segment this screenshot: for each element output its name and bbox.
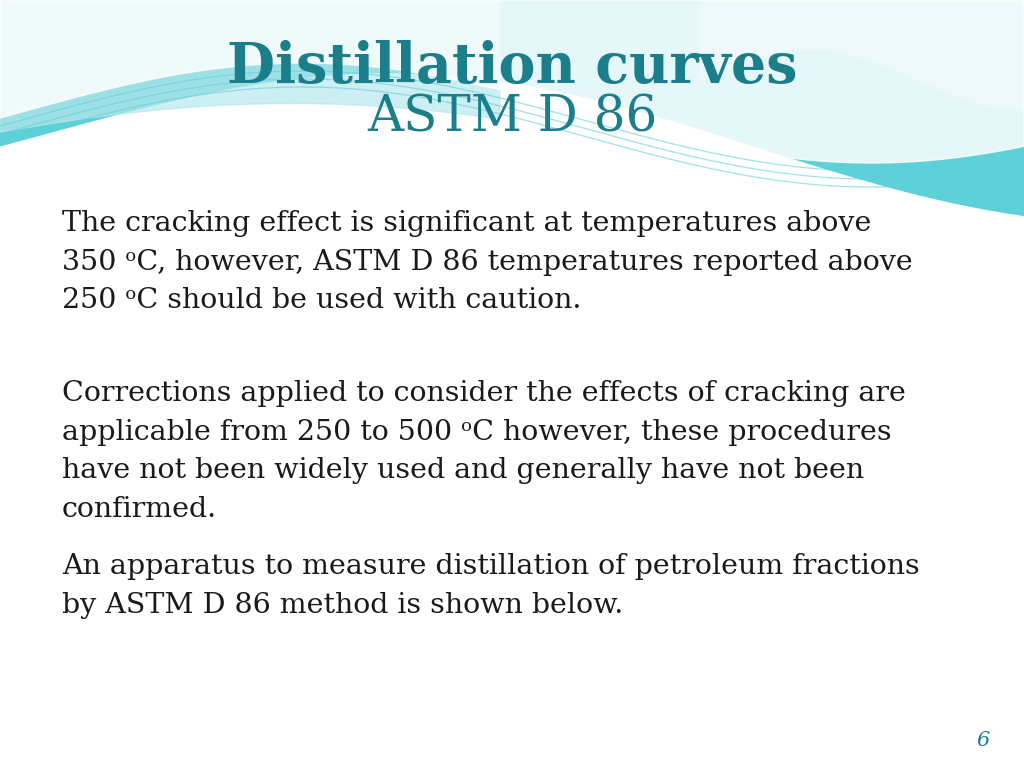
Text: Distillation curves: Distillation curves [226,41,798,95]
Text: Corrections applied to consider the effects of cracking are
applicable from 250 : Corrections applied to consider the effe… [62,380,906,523]
Text: 6: 6 [977,731,990,750]
Text: An apparatus to measure distillation of petroleum fractions
by ASTM D 86 method : An apparatus to measure distillation of … [62,553,920,618]
Text: The cracking effect is significant at temperatures above
350 ᵒC, however, ASTM D: The cracking effect is significant at te… [62,210,912,314]
Text: ASTM D 86: ASTM D 86 [367,93,657,143]
